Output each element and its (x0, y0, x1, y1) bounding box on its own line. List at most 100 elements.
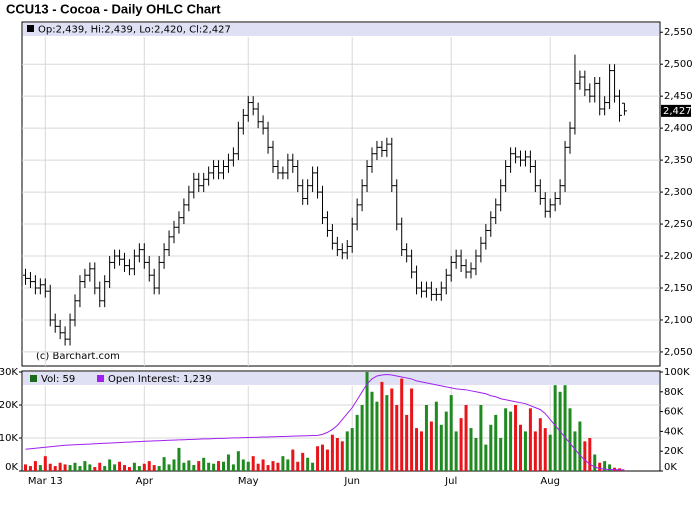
volume-bar (311, 462, 315, 471)
volume-bar (93, 467, 97, 471)
volume-bar (593, 454, 597, 471)
volume-bar (192, 465, 196, 471)
volume-bar (375, 401, 379, 471)
volume-bar (420, 431, 423, 471)
volume-bar (271, 461, 275, 471)
y2-tick-label: 80K (664, 387, 684, 398)
volume-bar (484, 444, 488, 471)
volume-bar (301, 452, 305, 471)
volume-bar (459, 418, 463, 471)
y2-tick-label: 100K (664, 367, 690, 378)
volume-bar (48, 463, 52, 471)
volume-bar (281, 456, 285, 471)
volume-bar (603, 461, 607, 471)
volume-bar (172, 459, 176, 471)
price-legend-band (23, 23, 659, 36)
volume-bar (38, 465, 42, 471)
volume-bar (157, 466, 161, 471)
volume-bar (123, 465, 126, 471)
volume-bar (424, 405, 428, 471)
y2-tick-label: 20K (664, 446, 684, 457)
volume-bar (598, 462, 602, 471)
volume-bar (504, 408, 508, 471)
volume-bar (325, 449, 329, 471)
volume-bar (528, 408, 532, 471)
y-tick-label: 20K (0, 400, 18, 411)
volume-bar (222, 461, 225, 471)
volume-bar (519, 424, 522, 471)
volume-bar (499, 438, 503, 471)
price-legend-swatch (27, 25, 34, 32)
volume-bar (58, 462, 62, 471)
x-tick-label: Apr (136, 476, 154, 487)
volume-bar (321, 444, 324, 471)
volume-bar (573, 431, 577, 471)
volume-bar (390, 388, 394, 471)
volume-bar (167, 464, 171, 471)
y-tick-label: 2,050 (664, 347, 693, 358)
volume-bar (548, 434, 552, 471)
volume-bar (578, 421, 582, 471)
volume-bar (395, 405, 399, 471)
volume-bar (296, 461, 300, 471)
volume-bar (197, 461, 201, 471)
volume-bar (63, 464, 67, 471)
volume-bar (429, 421, 433, 471)
volume-bar (43, 456, 47, 471)
volume-bar (147, 461, 151, 471)
volume-bar (439, 424, 443, 471)
volume-bar (553, 385, 557, 471)
y-tick-label: 2,100 (664, 315, 693, 326)
volume-bar (494, 414, 498, 471)
oi-legend-swatch (97, 375, 104, 382)
volume-bar (330, 434, 334, 471)
volume-bar (103, 466, 107, 471)
volume-bar (380, 381, 384, 471)
volume-bar (88, 464, 92, 471)
volume-bar (474, 438, 478, 471)
y-tick-label: 2,350 (664, 155, 693, 166)
x-tick-label: May (238, 476, 259, 487)
volume-bar (28, 466, 32, 471)
volume-bar (142, 463, 146, 471)
volume-bar (24, 464, 27, 471)
volume-bar (78, 466, 82, 471)
y-tick-label: 2,450 (664, 91, 693, 102)
volume-bar (132, 462, 136, 471)
x-tick-label: Aug (540, 476, 560, 487)
volume-bar (113, 464, 117, 471)
volume-bar (415, 428, 419, 471)
volume-bar (568, 408, 572, 471)
volume-bar (385, 395, 389, 471)
volume-bar (68, 465, 72, 471)
volume-bar (246, 461, 250, 471)
volume-bar (118, 461, 122, 471)
volume-bar (509, 411, 513, 471)
grid (22, 37, 660, 471)
y-tick-label: 2,500 (664, 59, 693, 70)
y-tick-label: 30K (0, 367, 18, 378)
y-tick-label: 10K (0, 433, 18, 444)
volume-bar (523, 431, 527, 471)
y-tick-label: 2,200 (664, 251, 693, 262)
volume-bar (608, 464, 612, 471)
volume-bar (73, 462, 77, 471)
volume-bar (316, 446, 320, 471)
volume-bar (251, 456, 255, 471)
volume-bar (236, 451, 240, 471)
volume-bar (454, 431, 458, 471)
volume-bar (207, 462, 211, 471)
volume-bar (583, 441, 587, 471)
volume-legend-band (23, 372, 659, 385)
volume-bar (202, 457, 206, 471)
volume-bar (405, 414, 409, 471)
last-price-box (661, 104, 691, 117)
open-interest-line (25, 373, 625, 471)
volume-bar (187, 460, 191, 471)
volume-bar (162, 457, 166, 471)
volume-bar (533, 431, 537, 471)
volume-bar (370, 391, 374, 471)
volume-bar (177, 447, 181, 471)
volume-bar (588, 438, 592, 471)
volume-bar (360, 405, 364, 471)
